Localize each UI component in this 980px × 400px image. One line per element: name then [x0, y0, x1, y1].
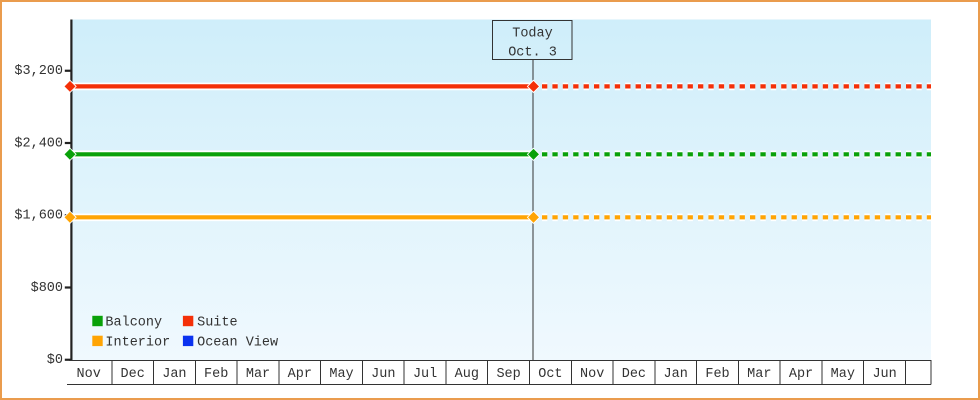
svg-text:Mar: Mar	[246, 367, 270, 382]
svg-text:Interior: Interior	[105, 336, 170, 351]
svg-text:Aug: Aug	[455, 367, 479, 382]
svg-text:Feb: Feb	[204, 367, 228, 382]
svg-text:$3,200: $3,200	[14, 64, 63, 79]
svg-text:Oct: Oct	[538, 367, 562, 382]
svg-text:Balcony: Balcony	[105, 316, 162, 331]
svg-text:Oct. 3: Oct. 3	[508, 46, 557, 61]
svg-text:Sep: Sep	[496, 367, 520, 382]
svg-text:May: May	[831, 367, 855, 382]
svg-text:Dec: Dec	[622, 367, 646, 382]
svg-text:Today: Today	[512, 26, 553, 41]
svg-text:Feb: Feb	[705, 367, 729, 382]
svg-text:Jul: Jul	[413, 367, 437, 382]
svg-text:Suite: Suite	[197, 316, 238, 331]
svg-text:$1,600: $1,600	[14, 209, 63, 224]
svg-text:Ocean View: Ocean View	[197, 336, 278, 351]
svg-text:$800: $800	[31, 281, 63, 296]
svg-text:Jun: Jun	[371, 367, 395, 382]
svg-text:May: May	[329, 367, 353, 382]
svg-text:Nov: Nov	[580, 367, 604, 382]
svg-text:$2,400: $2,400	[14, 136, 63, 151]
svg-text:Jan: Jan	[664, 367, 688, 382]
svg-text:Nov: Nov	[77, 367, 101, 382]
svg-text:Apr: Apr	[789, 367, 813, 382]
svg-text:Mar: Mar	[747, 367, 771, 382]
svg-text:Apr: Apr	[288, 367, 312, 382]
svg-text:Jun: Jun	[872, 367, 896, 382]
svg-text:Dec: Dec	[121, 367, 145, 382]
svg-text:$0: $0	[47, 353, 63, 368]
svg-text:Jan: Jan	[162, 367, 186, 382]
